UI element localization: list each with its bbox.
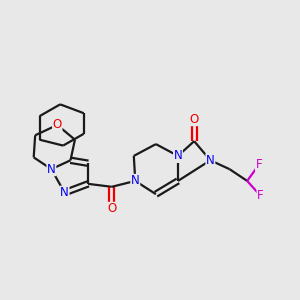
Text: F: F (256, 158, 262, 171)
Text: O: O (190, 112, 199, 126)
Text: O: O (107, 202, 116, 215)
Text: F: F (257, 189, 264, 202)
Text: N: N (47, 163, 56, 176)
Text: N: N (131, 174, 140, 188)
Text: O: O (52, 118, 62, 131)
Text: N: N (60, 186, 69, 199)
Text: N: N (206, 154, 215, 167)
Text: N: N (174, 149, 182, 162)
